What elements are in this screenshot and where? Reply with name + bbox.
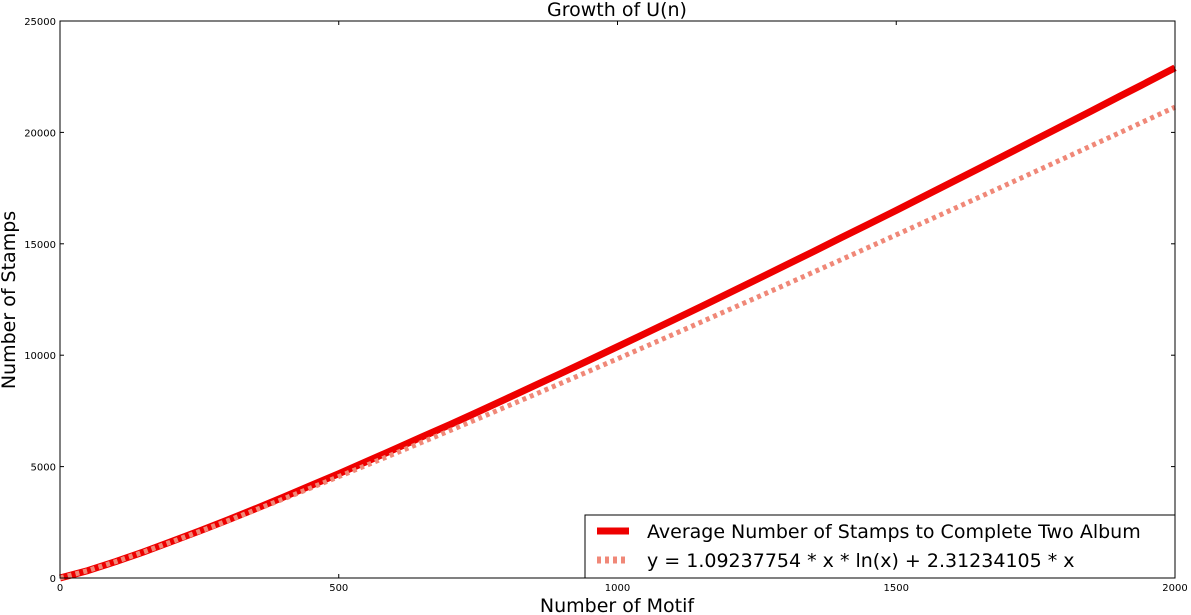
y-tick-label: 0 (50, 574, 56, 585)
y-axis-label: Number of Stamps (0, 211, 20, 389)
y-axis: 0 5000 10000 15000 20000 25000 (24, 17, 1175, 585)
y-tick-label: 5000 (31, 463, 56, 474)
x-axis-label: Number of Motif (540, 595, 695, 615)
legend-entry-average: Average Number of Stamps to Complete Two… (647, 521, 1141, 543)
series-layer (59, 64, 1177, 582)
legend-box (584, 514, 1176, 579)
y-tick-label: 15000 (24, 240, 56, 251)
y-tick-label: 25000 (24, 17, 56, 28)
legend: Average Number of Stamps to Complete Two… (584, 514, 1176, 579)
y-tick-label: 20000 (24, 128, 56, 139)
x-tick-label: 0 (57, 583, 63, 594)
legend-entry-fit: y = 1.09237754 * x * ln(x) + 2.31234105 … (647, 550, 1075, 572)
series-line-0 (59, 64, 1177, 582)
chart-title: Growth of U(n) (547, 0, 687, 21)
y-tick-label: 10000 (24, 351, 56, 362)
x-tick-label: 2000 (1162, 583, 1187, 594)
x-tick-label: 1500 (884, 583, 909, 594)
x-tick-label: 1000 (605, 583, 630, 594)
x-tick-label: 500 (329, 583, 348, 594)
plot-background (60, 21, 1175, 578)
